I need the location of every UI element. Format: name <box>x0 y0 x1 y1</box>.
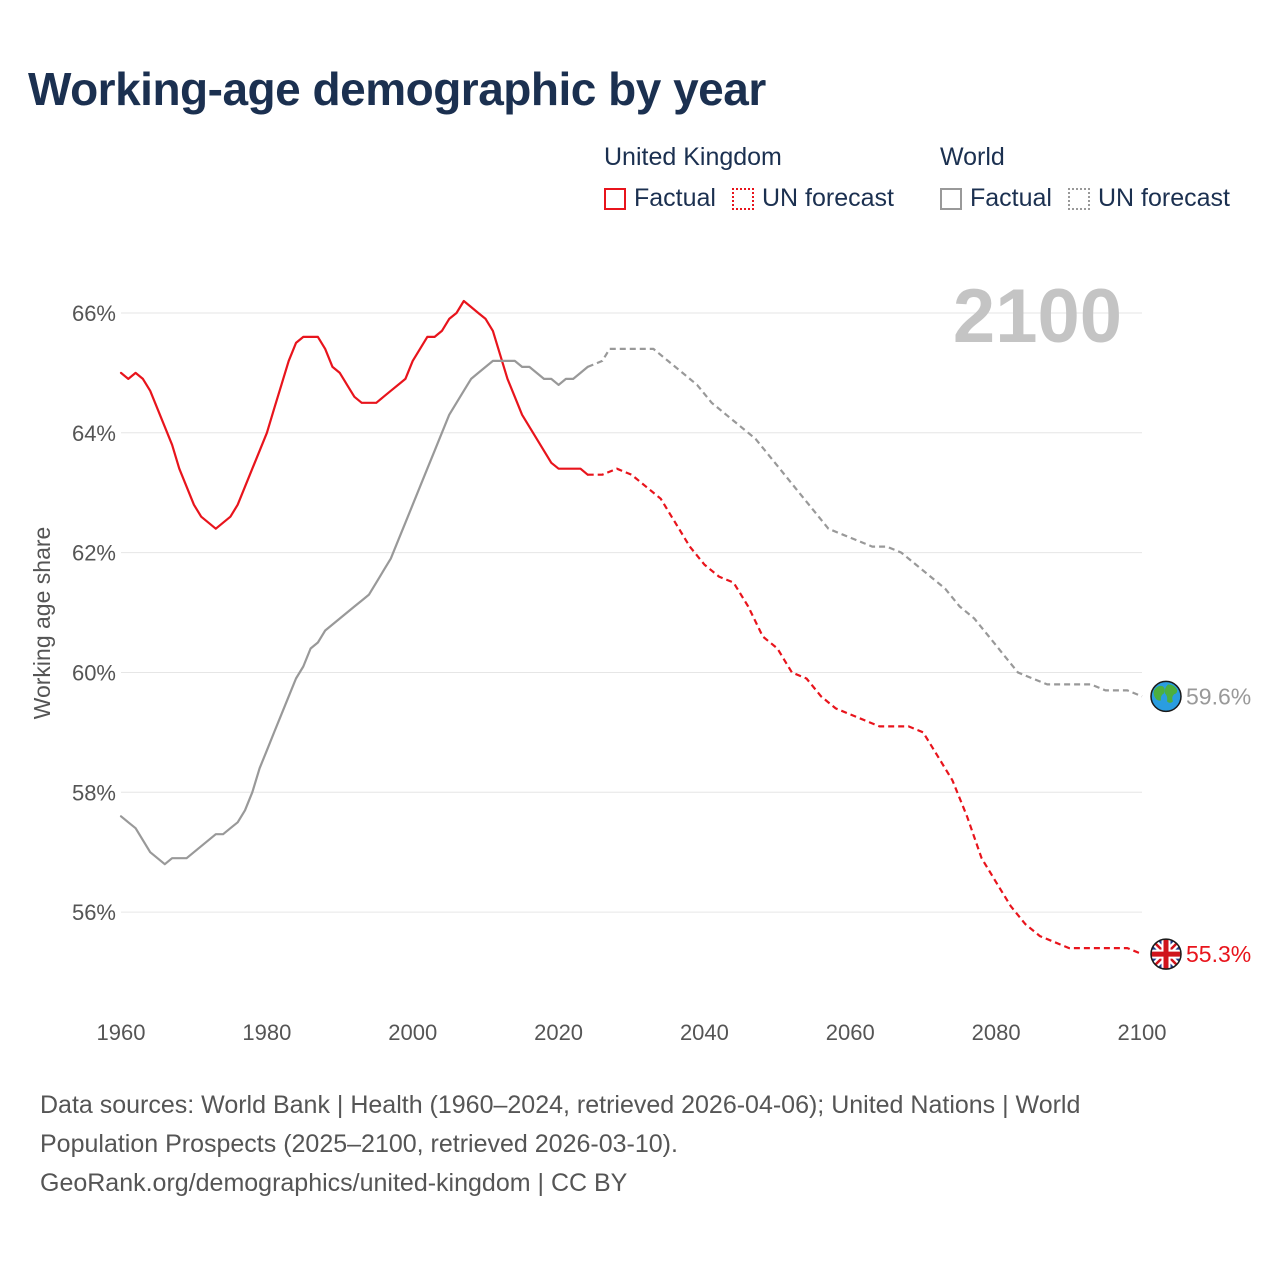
x-tick-label: 2000 <box>388 1020 437 1045</box>
y-tick-label: 64% <box>72 421 116 446</box>
y-tick-label: 62% <box>72 541 116 566</box>
legend-group-name: United Kingdom <box>604 143 782 171</box>
world-factual-line <box>119 359 589 866</box>
y-tick-label: 56% <box>72 900 116 925</box>
x-tick-label: 2040 <box>680 1020 729 1045</box>
legend-label: Factual <box>634 184 716 212</box>
line-chart: 56% 58% 60% 62% 64% 66% 1960 1980 2000 2020 2040 2… <box>29 274 1251 1045</box>
uk-end-marker: 55.3% <box>1150 938 1251 970</box>
uk-flag-icon <box>1150 938 1182 970</box>
legend-group-world: World Factual UN forecast <box>940 143 1246 213</box>
y-axis-label: Working age share <box>29 527 55 720</box>
legend-label: UN forecast <box>761 184 894 212</box>
world-forecast-line <box>587 347 1143 698</box>
x-tick-label: 2080 <box>972 1020 1021 1045</box>
y-tick-label: 66% <box>72 301 116 326</box>
footer-sources: Data sources: World Bank | Health (1960–… <box>40 1086 1150 1203</box>
x-tick-label: 2060 <box>826 1020 875 1045</box>
x-tick-label: 1980 <box>242 1020 291 1045</box>
world-end-label: 59.6% <box>1186 683 1251 709</box>
globe-icon <box>1150 680 1182 713</box>
legend-group-uk: United Kingdom Factual UN forecast <box>604 143 910 213</box>
legend-uk-factual[interactable]: Factual <box>604 184 716 213</box>
legend-group-name: World <box>940 143 1005 171</box>
legend-label: UN forecast <box>1097 184 1230 212</box>
x-tick-label: 1960 <box>97 1020 146 1045</box>
legend-uk-forecast[interactable]: UN forecast <box>731 184 894 213</box>
grid-lines <box>121 312 1142 913</box>
x-tick-label: 2100 <box>1118 1020 1167 1045</box>
uk-factual-line <box>119 299 589 530</box>
y-tick-label: 58% <box>72 780 116 805</box>
legend-swatch-solid <box>940 187 962 210</box>
chart-title: Working-age demographic by year <box>28 63 766 115</box>
uk-end-label: 55.3% <box>1186 941 1251 967</box>
legend-swatch-dotted <box>1067 187 1090 210</box>
legend-label: Factual <box>970 184 1052 212</box>
footer-line-1: Data sources: World Bank | Health (1960–… <box>40 1091 1081 1158</box>
legend-swatch-dotted <box>731 187 754 210</box>
y-tick-label: 60% <box>72 660 116 685</box>
series-lines <box>119 299 1143 956</box>
footer-line-2: GeoRank.org/demographics/united-kingdom … <box>40 1169 628 1197</box>
uk-forecast-line <box>587 467 1143 956</box>
legend-world-forecast[interactable]: UN forecast <box>1067 184 1230 213</box>
x-axis-ticks: 1960 1980 2000 2020 2040 2060 2080 2100 <box>97 1020 1167 1045</box>
y-axis-ticks: 56% 58% 60% 62% 64% 66% <box>72 301 116 925</box>
world-end-marker: 59.6% <box>1150 680 1251 713</box>
x-tick-label: 2020 <box>534 1020 583 1045</box>
legend-swatch-solid <box>604 187 626 210</box>
year-display: 2100 <box>953 274 1122 359</box>
legend-world-factual[interactable]: Factual <box>940 184 1052 213</box>
